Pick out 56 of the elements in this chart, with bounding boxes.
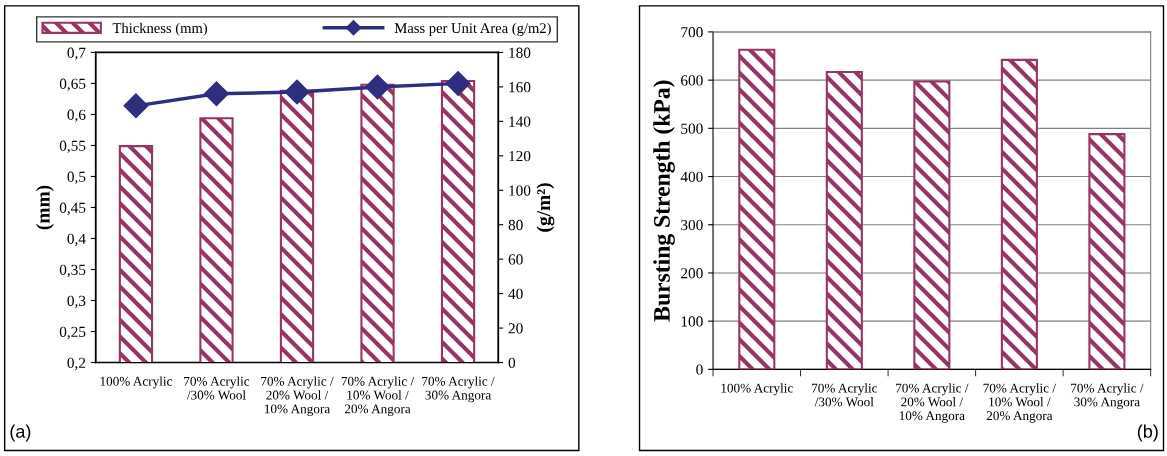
bar (913, 80, 951, 370)
bar (738, 48, 776, 370)
y-tick-label: 0,65 (59, 78, 86, 92)
y2-axis-title: (g/m²) (536, 183, 555, 232)
y-tick-label: 0 (696, 364, 703, 375)
bar (825, 70, 863, 370)
x-tick-label: 70% Acrylic / 20% Wool / 10% Angora (896, 383, 969, 423)
y-tick-label: 700 (681, 27, 703, 38)
y2-tick-label: 160 (509, 82, 531, 93)
y-tick-label: 0,7 (67, 47, 86, 61)
y-tick-label: 300 (681, 219, 703, 231)
y-tick-label: 0,5 (67, 171, 86, 185)
y2-tick-label: 140 (509, 116, 531, 127)
text: (a) (10, 424, 31, 442)
y-tick-label: 0,25 (59, 326, 86, 340)
y2-tick-label: 40 (508, 288, 523, 300)
point (445, 70, 471, 96)
y2-tick-label: 20 (508, 323, 523, 334)
y-tick-label: 400 (680, 171, 703, 182)
y-tick-label: 0,35 (59, 264, 86, 278)
point (123, 93, 149, 119)
y-tick-label: 0,55 (59, 140, 86, 154)
point (365, 74, 391, 100)
y2-tick-label: 80 (508, 219, 523, 231)
y2-tick-label: 120 (509, 150, 531, 162)
x-tick-label: 100% Acrylic (721, 383, 793, 396)
y-tick-label: 0,45 (59, 202, 86, 216)
x-tick-label: 70% Acrylic / 20% Wool / 10% Angora (261, 376, 334, 417)
point (203, 81, 229, 107)
y-tick-label: 0,4 (67, 233, 86, 247)
y-tick-label: 0,2 (67, 357, 86, 371)
legend-label: Mass per Unit Area (g/m2) (394, 22, 551, 37)
y-tick-label: 500 (681, 123, 703, 134)
x-tick-label: 100% Acrylic (100, 376, 173, 389)
y2-tick-label: 0 (508, 357, 516, 368)
legend-label: Thickness (mm) (112, 22, 208, 36)
x-tick-label: 70% Acrylic / 10% Wool / 20% Angora (983, 383, 1057, 423)
y-tick-label: 600 (681, 75, 703, 86)
y-axis-title: (mm) (36, 185, 54, 230)
y2-tick-label: 180 (509, 47, 531, 58)
x-tick-label: 70% Acrylic /30% Wool (184, 376, 250, 400)
text: (b) (1137, 424, 1158, 442)
x-tick-label: 70% Acrylic /30% Wool (812, 383, 878, 407)
x-tick-label: 70% Acrylic / 10% Wool / 20% Angora (341, 376, 415, 417)
x-tick-label: 70% Acrylic / 30% Angora (1071, 383, 1144, 410)
y2-tick-label: 60 (508, 254, 523, 265)
y-tick-label: 0,3 (67, 295, 86, 309)
y-tick-label: 100 (681, 316, 703, 327)
y-tick-label: 0,6 (67, 109, 86, 123)
point (284, 79, 310, 105)
bar (1088, 133, 1126, 370)
y-axis-title: Bursting Strength (kPa) (653, 80, 675, 322)
y-tick-label: 200 (681, 268, 703, 279)
x-tick-label: 70% Acrylic / 30% Angora (422, 376, 495, 403)
bar (1000, 58, 1038, 370)
y2-tick-label: 100 (509, 185, 531, 196)
